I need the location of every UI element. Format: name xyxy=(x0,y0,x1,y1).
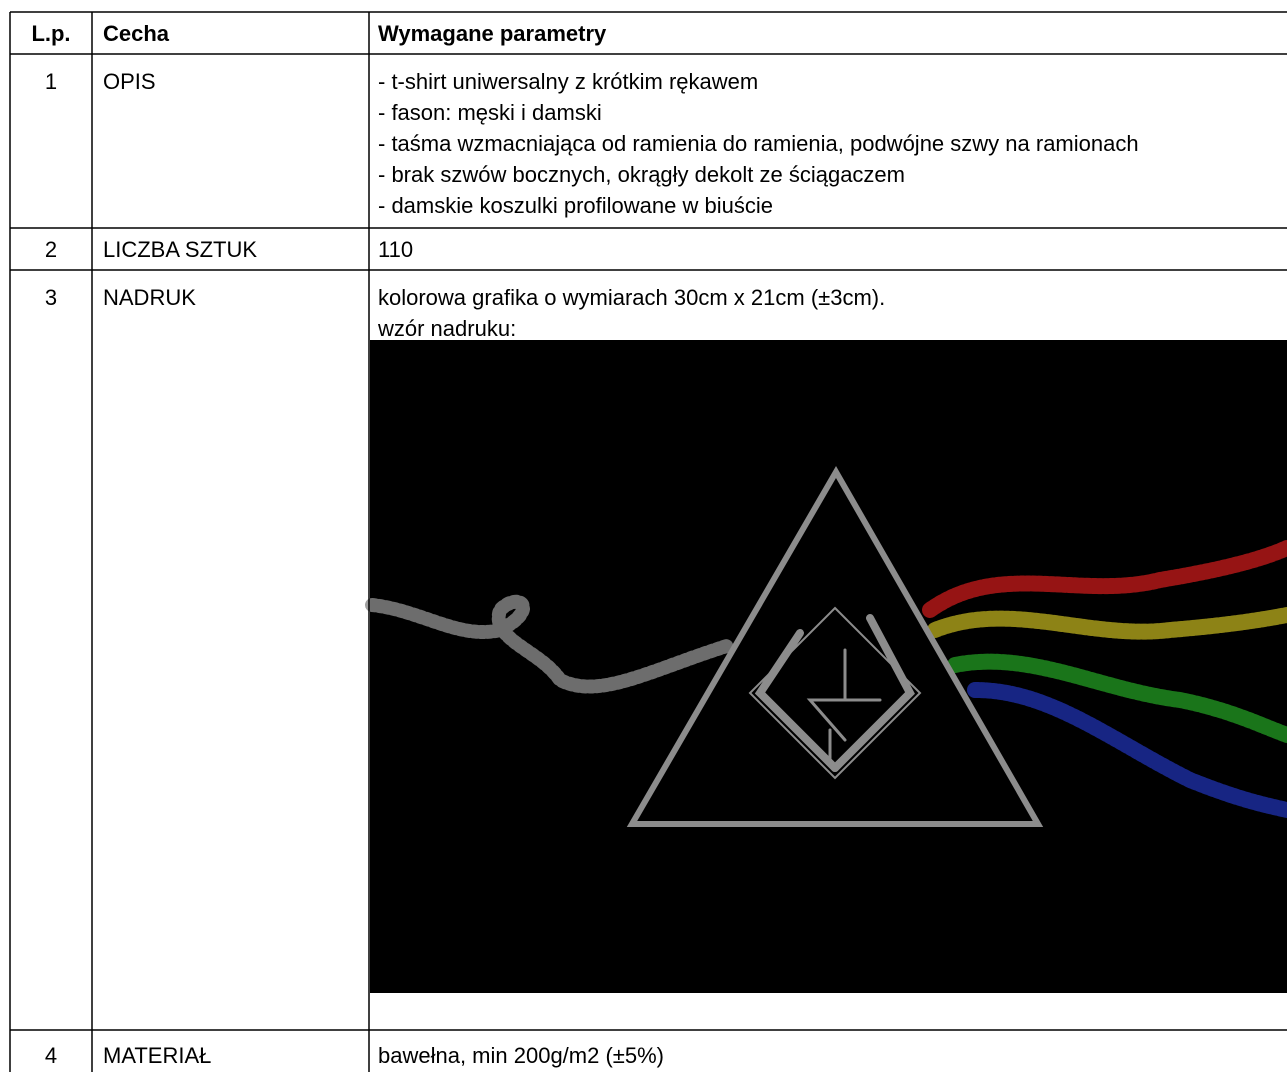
row-number: 3 xyxy=(44,285,58,310)
parameter-line: wzór nadruku: xyxy=(378,316,517,341)
parameter-line: kolorowa grafika o wymiarach 30cm x 21cm… xyxy=(378,285,886,310)
row-number: 2 xyxy=(44,237,58,262)
header-cell: Cecha xyxy=(103,21,170,46)
parameter-line: - t-shirt uniwersalny z krótkim rękawem xyxy=(378,69,759,94)
feature-name: NADRUK xyxy=(103,285,196,310)
header-cell: Wymagane parametry xyxy=(378,21,607,46)
row-number: 4 xyxy=(44,1043,58,1068)
design-graphic xyxy=(365,465,1287,827)
row-number: 1 xyxy=(44,69,58,94)
feature-name: MATERIAŁ xyxy=(103,1043,212,1068)
feature-name: OPIS xyxy=(103,69,156,94)
parameter-line: bawełna, min 200g/m2 (±5%) xyxy=(378,1043,664,1068)
parameter-line: - brak szwów bocznych, okrągły dekolt ze… xyxy=(378,162,905,187)
feature-name: LICZBA SZTUK xyxy=(103,237,258,262)
parameter-line: - damskie koszulki profilowane w biuście xyxy=(378,193,773,218)
parameter-line: - fason: męski i damski xyxy=(378,100,602,125)
header-cell: L.p. xyxy=(31,21,71,46)
parameter-line: 110 xyxy=(378,237,414,262)
parameter-line: - taśma wzmacniająca od ramienia do rami… xyxy=(378,131,1139,156)
